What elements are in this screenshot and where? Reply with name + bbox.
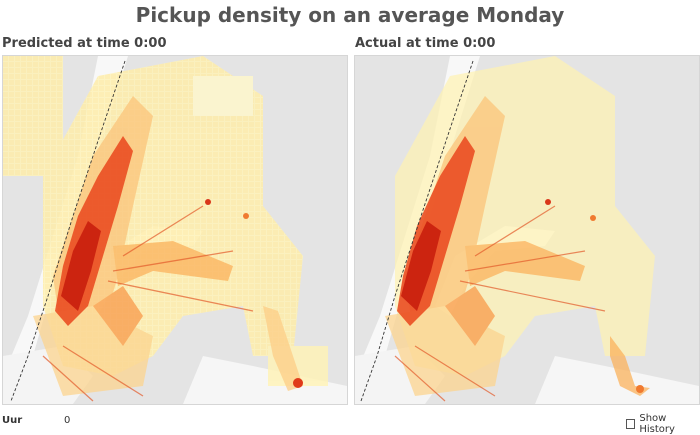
actual-panel-title: Actual at time 0:00 (355, 36, 496, 51)
street-lines (394, 205, 606, 402)
hour-value: 0 (64, 415, 71, 426)
airport-hotspot-2 (545, 199, 551, 205)
state-boundary (360, 60, 474, 402)
hotspot (243, 213, 249, 219)
peak-density-core (61, 221, 101, 311)
airport-hotspot-2 (205, 199, 211, 205)
hour-label: Uur (2, 415, 23, 426)
airport-hotspot (293, 378, 303, 388)
street-lines (42, 205, 254, 402)
map-title: Pickup density on an average Monday (135, 3, 565, 27)
hotspot (590, 215, 596, 221)
show-history-label: Show History (639, 413, 675, 435)
airport-hotspot (636, 385, 644, 393)
peak-density-core (401, 221, 441, 311)
predicted-density-map[interactable] (2, 55, 348, 405)
show-history-toggle[interactable]: Show History (626, 413, 700, 435)
state-boundary (10, 60, 126, 402)
show-history-checkbox[interactable] (626, 419, 636, 429)
actual-density-map[interactable] (354, 55, 700, 405)
ocean (183, 356, 347, 404)
predicted-panel-title: Predicted at time 0:00 (2, 36, 167, 51)
ocean (535, 356, 699, 404)
